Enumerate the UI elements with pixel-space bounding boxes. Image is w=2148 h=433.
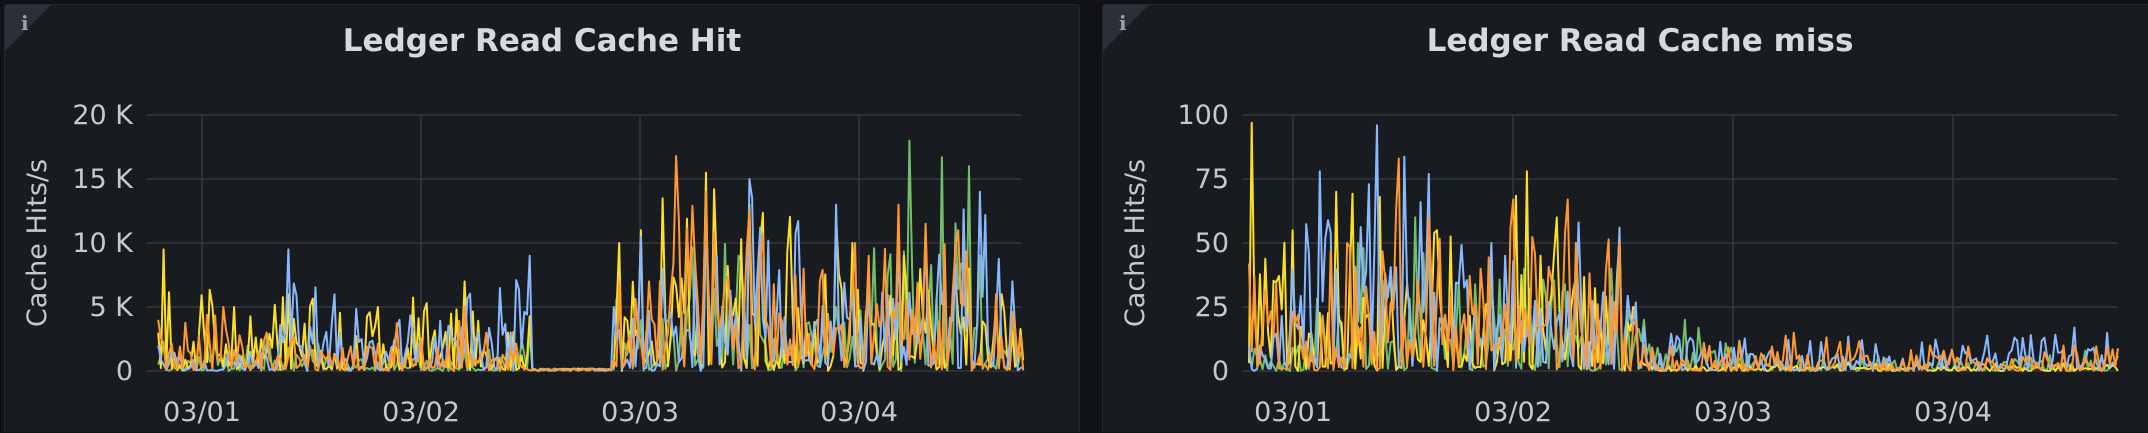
chart-plot-cache-hit: 20 K 15 K 10 K 5 K 0 03/01 03/02 03/03 03/04 Cach… bbox=[22, 100, 1025, 428]
x-tick-label: 03/01 bbox=[163, 397, 241, 428]
chart-panel-cache-miss: i Ledger Read Cache miss 100 75 50 25 0 03/01… bbox=[1102, 4, 2148, 432]
info-corner bbox=[1103, 5, 1149, 51]
series-line bbox=[1248, 121, 2119, 372]
y-tick-label: 0 bbox=[116, 356, 133, 387]
info-icon[interactable]: i bbox=[1119, 11, 1127, 35]
y-tick-label: 75 bbox=[1195, 164, 1229, 195]
y-tick-label: 0 bbox=[1212, 356, 1229, 387]
series-line bbox=[1248, 157, 2119, 372]
y-tick-label: 20 K bbox=[72, 100, 134, 131]
series-line bbox=[157, 155, 1025, 372]
x-tick-label: 03/03 bbox=[1694, 397, 1772, 428]
info-icon[interactable]: i bbox=[21, 11, 29, 35]
panel-title: Ledger Read Cache Hit bbox=[342, 23, 742, 59]
x-tick-label: 03/03 bbox=[601, 397, 679, 428]
x-tick-label: 03/04 bbox=[820, 397, 898, 428]
y-tick-label: 10 K bbox=[72, 228, 134, 259]
y-tick-label: 15 K bbox=[72, 164, 134, 195]
chart-plot-cache-miss: 100 75 50 25 0 03/01 03/02 03/03 03/04 Cache Hits… bbox=[1120, 100, 2119, 428]
x-tick-label: 03/02 bbox=[382, 397, 460, 428]
x-tick-label: 03/02 bbox=[1474, 397, 1552, 428]
y-axis-label: Cache Hits/s bbox=[1120, 159, 1151, 327]
y-axis-label: Cache Hits/s bbox=[22, 159, 53, 327]
y-tick-label: 5 K bbox=[90, 292, 135, 323]
y-tick-label: 25 bbox=[1195, 292, 1229, 323]
panel-title: Ledger Read Cache miss bbox=[1426, 23, 1854, 59]
x-tick-label: 03/04 bbox=[1914, 397, 1992, 428]
chart-panel-cache-hit: i Ledger Read Cache Hit 20 K 15 K 10 K 5 K 0… bbox=[4, 4, 1080, 432]
y-tick-label: 100 bbox=[1177, 100, 1229, 131]
info-corner bbox=[5, 5, 51, 51]
y-tick-label: 50 bbox=[1195, 228, 1229, 259]
x-tick-label: 03/01 bbox=[1254, 397, 1332, 428]
